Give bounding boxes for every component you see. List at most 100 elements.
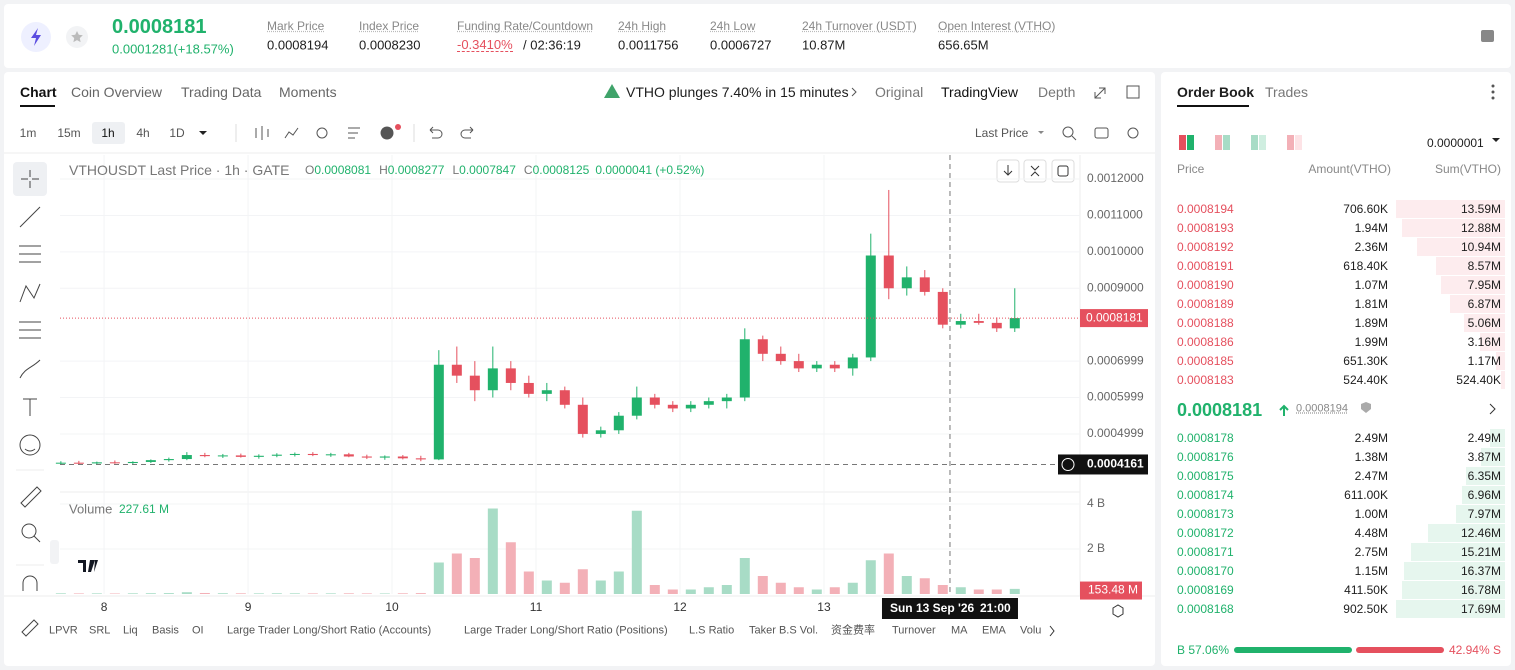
candle-body: [523, 382, 534, 394]
more-indicators[interactable]: [1049, 625, 1055, 637]
stat-value: 0.0008194: [267, 37, 329, 53]
view-tab[interactable]: Original: [875, 84, 924, 100]
indicator[interactable]: Volu: [1020, 624, 1042, 637]
interval[interactable]: 4h: [136, 126, 150, 140]
toolbar-icons[interactable]: [255, 126, 1139, 141]
view-tab[interactable]: TradingView: [941, 84, 1019, 100]
volume-bar: [739, 558, 750, 594]
volume-bar: [991, 589, 1002, 594]
candle-body: [919, 277, 930, 292]
settings[interactable]: [1112, 604, 1124, 618]
swap-button[interactable]: [1051, 159, 1075, 183]
dropdown[interactable]: [199, 131, 207, 135]
indicator[interactable]: Turnover: [892, 624, 936, 637]
indicator[interactable]: MA: [951, 624, 968, 637]
ob-price: 0.0008192: [1177, 240, 1234, 254]
swap: [1057, 165, 1069, 177]
interval[interactable]: 1m: [19, 126, 37, 140]
precision[interactable]: 0.0000001: [1427, 136, 1484, 150]
depth-bar: [1417, 238, 1505, 256]
indicator[interactable]: Taker B.S Vol.: [749, 624, 819, 637]
crosshair-time: 21:00: [980, 601, 1011, 615]
depth-bar: [1436, 257, 1505, 275]
ob-amount: 1.94M: [1354, 221, 1388, 235]
ob-amount: 4.48M: [1354, 526, 1388, 540]
chart-tab[interactable]: Coin Overview: [71, 84, 163, 100]
sell-bar: [1355, 647, 1444, 653]
notes-icon[interactable]: [1481, 30, 1494, 42]
ob-tab[interactable]: Order Book: [1177, 84, 1255, 100]
news-ticker[interactable]: VTHO plunges 7.40% in 15 minutes: [626, 84, 849, 100]
candle-body: [379, 456, 390, 458]
volume-bar: [397, 593, 408, 594]
chevron[interactable]: [851, 87, 857, 97]
ob-sum: 7.95M: [1467, 278, 1501, 292]
volume-bar: [559, 582, 570, 594]
ob-price: 0.0008190: [1177, 278, 1234, 292]
depth-bar: [1465, 467, 1505, 485]
badge: [395, 124, 401, 130]
candle-body: [631, 397, 642, 416]
interval[interactable]: 15m: [57, 126, 81, 140]
depth-bar: [1396, 200, 1505, 218]
chart-tab[interactable]: Moments: [279, 84, 337, 100]
indicator[interactable]: Basis: [152, 624, 179, 637]
indicator[interactable]: L.S Ratio: [689, 624, 735, 637]
legend-title: VTHOUSDT Last Price · 1h · GATE: [69, 162, 290, 178]
window[interactable]: [1126, 85, 1140, 99]
expand[interactable]: [1489, 403, 1496, 415]
drawing-tools[interactable]: [19, 170, 42, 637]
chart-tab[interactable]: Chart: [20, 84, 57, 100]
chart-tab[interactable]: Trading Data: [181, 84, 262, 100]
price-source[interactable]: Last Price: [975, 126, 1029, 140]
ob-amount: 2.36M: [1354, 240, 1388, 254]
collapse-button[interactable]: [1023, 159, 1047, 183]
indicator[interactable]: SRL: [89, 624, 111, 637]
volume-box-label: 153.48 M: [1088, 583, 1138, 597]
volume-bar: [595, 580, 606, 594]
depth-bar: [1479, 333, 1505, 351]
depth-icons[interactable]: [1179, 135, 1302, 150]
indicator[interactable]: Liq: [123, 624, 138, 637]
volume-bar: [487, 508, 498, 594]
candle-body: [703, 401, 714, 405]
collapse-tab[interactable]: [50, 540, 59, 564]
volume-bar: [91, 593, 102, 594]
interval[interactable]: 1D: [169, 126, 185, 140]
view-tab[interactable]: Depth: [1038, 84, 1076, 100]
candle-body: [937, 291, 948, 325]
indicator[interactable]: Large Trader Long/Short Ratio (Positions…: [464, 624, 668, 637]
ob-sum: 16.78M: [1460, 583, 1501, 597]
volume-bar: [649, 585, 660, 594]
candle-body: [811, 364, 822, 369]
ob-sum: 2.49M: [1467, 431, 1501, 445]
ob-amount: 1.38M: [1354, 450, 1388, 464]
depth-bar: [1428, 524, 1505, 542]
volume-bar: [793, 587, 804, 594]
buy-bar: [1234, 647, 1352, 653]
indicator[interactable]: 资金费率: [831, 624, 875, 637]
candle-body: [127, 461, 138, 464]
scroll-button[interactable]: [996, 159, 1020, 183]
volume-bar: [181, 592, 192, 594]
ob-tab[interactable]: Trades: [1265, 84, 1309, 100]
indicator[interactable]: OI: [192, 624, 204, 637]
ob-amount: 706.60K: [1343, 202, 1388, 216]
indicator[interactable]: Large Trader Long/Short Ratio (Accounts): [227, 624, 432, 637]
indicator[interactable]: EMA: [982, 624, 1006, 637]
volume-bar: [613, 571, 624, 594]
candle-body: [289, 453, 300, 455]
ob-price: 0.0008185: [1177, 354, 1234, 368]
ob-price: 0.0008189: [1177, 297, 1234, 311]
x-tick-label: 12: [673, 600, 687, 614]
fullscreen[interactable]: [1094, 87, 1106, 99]
dropdown[interactable]: [1492, 138, 1500, 142]
candle-body: [325, 454, 336, 456]
interval[interactable]: 1h: [101, 126, 115, 140]
ob-sum: 1.17M: [1467, 354, 1501, 368]
crosshair-date-box: [881, 598, 1018, 619]
indicator[interactable]: LPVR: [49, 624, 78, 637]
x-tick-label: 9: [245, 600, 252, 614]
candle-body: [757, 339, 768, 354]
star: [71, 31, 83, 43]
